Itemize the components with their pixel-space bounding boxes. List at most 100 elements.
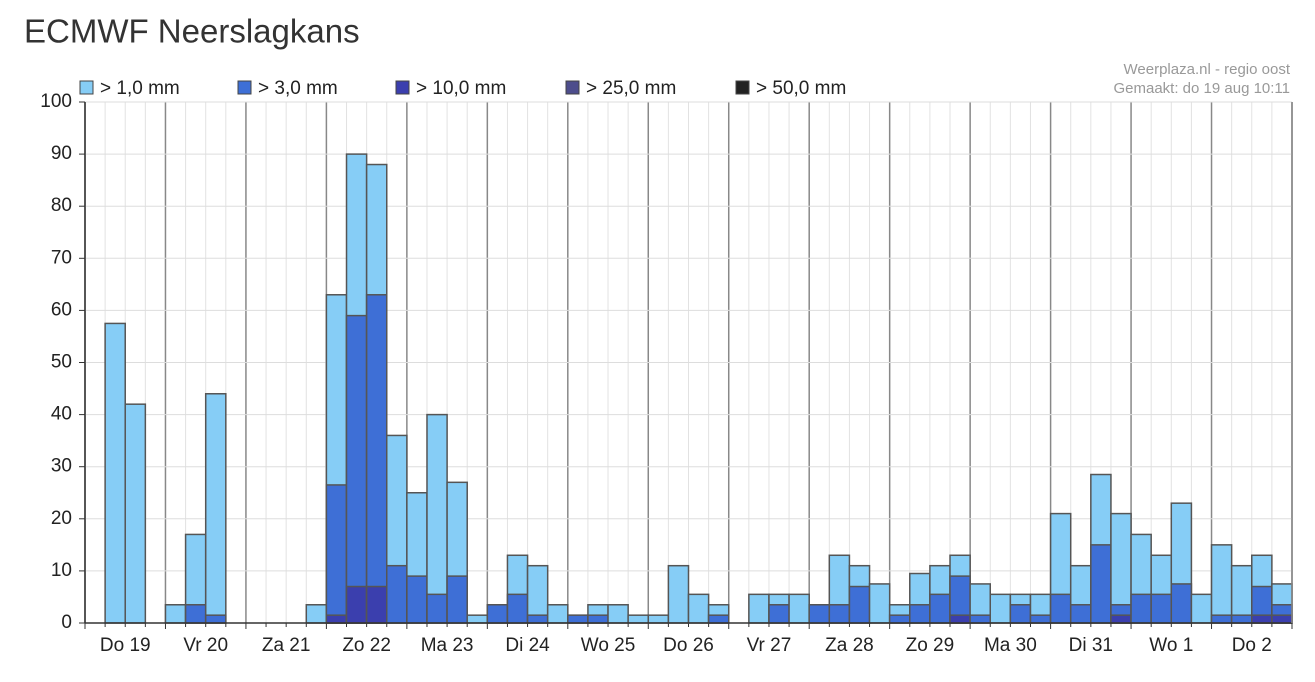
legend-swatch (735, 80, 750, 95)
bar (909, 604, 931, 624)
bar (888, 614, 911, 624)
x-tick-label: Ma 30 (984, 635, 1037, 656)
bar (828, 604, 851, 624)
x-tick-label: Za 21 (262, 635, 311, 656)
bar (1090, 544, 1112, 624)
legend-swatch (395, 80, 410, 95)
bar (1271, 614, 1293, 624)
bar (1049, 593, 1072, 624)
bar (526, 564, 549, 624)
bar (667, 564, 690, 624)
bar (345, 585, 368, 624)
legend-label: > 3,0 mm (258, 78, 338, 99)
bar (1130, 593, 1152, 624)
x-tick-label: Di 24 (505, 635, 550, 656)
bar (1110, 614, 1132, 624)
bar (486, 604, 509, 624)
bar (1190, 593, 1213, 624)
legend-label: > 1,0 mm (100, 78, 180, 99)
bar (868, 583, 891, 624)
bar (707, 614, 730, 624)
x-tick-label: Vr 27 (747, 635, 792, 656)
x-tick-label: Do 2 (1232, 635, 1272, 656)
bar (305, 604, 328, 624)
chart-title: ECMWF Neerslagkans (24, 13, 360, 50)
y-tick-label: 50 (51, 352, 72, 373)
bar (1210, 544, 1233, 624)
x-tick-label: Wo 1 (1149, 635, 1193, 656)
y-tick-label: 80 (51, 195, 72, 216)
legend-label: > 25,0 mm (586, 78, 676, 99)
bar (1150, 593, 1173, 624)
bar (325, 484, 348, 624)
legend-swatch (79, 80, 94, 95)
bar (466, 614, 489, 624)
x-tick-label: Ma 23 (421, 635, 474, 656)
bar (1230, 564, 1253, 624)
x-tick-label: Vr 20 (183, 635, 228, 656)
y-tick-label: 0 (61, 612, 72, 633)
bar (546, 604, 569, 624)
bar (949, 614, 971, 624)
y-tick-label: 20 (51, 508, 72, 529)
bar (587, 614, 609, 624)
y-tick-label: 60 (51, 299, 72, 320)
x-tick-label: Do 19 (100, 635, 151, 656)
bar (446, 575, 468, 624)
credit: Weerplaza.nl - regio oost (1124, 61, 1291, 78)
bar (1170, 583, 1193, 624)
bar (607, 604, 629, 624)
bar (386, 564, 408, 624)
credit: Gemaakt: do 19 aug 10:11 (1113, 80, 1290, 97)
bar (104, 322, 126, 624)
bar (1069, 604, 1092, 624)
legend-swatch (237, 80, 252, 95)
bar (204, 614, 227, 624)
bar (164, 604, 187, 624)
bar (506, 593, 529, 624)
bar (929, 593, 951, 624)
x-tick-label: Zo 29 (906, 635, 955, 656)
bar (647, 614, 670, 624)
legend-swatch (565, 80, 580, 95)
y-tick-label: 30 (51, 456, 72, 477)
bar (325, 614, 348, 624)
bar (365, 585, 388, 624)
y-tick-label: 40 (51, 404, 72, 425)
x-tick-label: Wo 25 (581, 635, 636, 656)
bar (1210, 614, 1233, 624)
bar (1009, 604, 1032, 624)
bar (969, 614, 992, 624)
bar (687, 593, 710, 624)
bar (184, 604, 207, 624)
bar (567, 614, 589, 624)
bar (788, 593, 810, 624)
y-tick-label: 90 (51, 143, 72, 164)
bar (526, 614, 549, 624)
bar (808, 604, 831, 624)
y-tick-label: 10 (51, 560, 72, 581)
legend-label: > 50,0 mm (756, 78, 846, 99)
x-tick-label: Do 26 (663, 635, 714, 656)
bar (426, 593, 448, 624)
bar (406, 575, 428, 624)
bar (204, 393, 227, 624)
bar (768, 604, 790, 624)
y-tick-label: 100 (40, 91, 72, 112)
x-tick-label: Zo 22 (342, 635, 391, 656)
bar (989, 593, 1012, 624)
x-tick-label: Za 28 (825, 635, 874, 656)
bar (345, 314, 368, 624)
bar (848, 585, 871, 624)
legend-label: > 10,0 mm (416, 78, 506, 99)
bar (124, 403, 147, 624)
bar (426, 413, 448, 624)
bar (748, 593, 770, 624)
bar (627, 614, 650, 624)
bar (365, 294, 388, 624)
bar (1230, 614, 1253, 624)
y-tick-label: 70 (51, 247, 72, 268)
x-tick-label: Di 31 (1069, 635, 1113, 656)
bar (1029, 614, 1052, 624)
